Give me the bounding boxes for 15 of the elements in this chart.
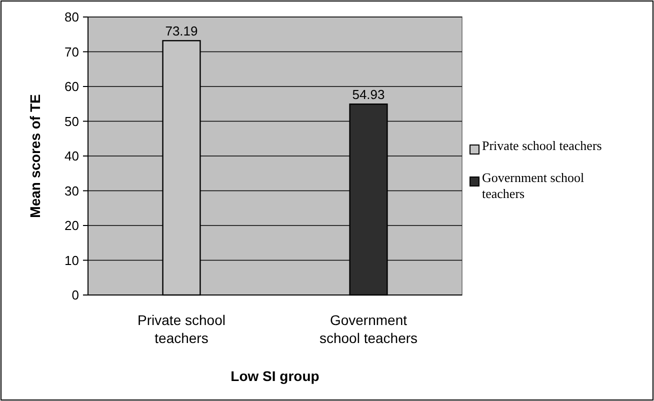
y-tick-label: 80 [64, 10, 79, 25]
y-tick-label: 0 [72, 288, 79, 303]
y-tick-label: 70 [64, 44, 79, 60]
y-axis-title: Mean scores of TE [27, 94, 43, 218]
y-tick-label: 50 [64, 114, 79, 129]
legend-label: Government school teachers [482, 170, 585, 201]
y-tick-label: 60 [64, 79, 79, 94]
y-tick-label: 40 [64, 148, 79, 164]
y-tick-label: 10 [64, 252, 79, 268]
x-axis-title: Low SI group [230, 368, 320, 384]
data-label: 73.19 [165, 24, 198, 39]
y-tick-label: 20 [64, 218, 79, 234]
y-tick-label: 30 [64, 183, 79, 198]
legend-label: Private school teachers [482, 138, 602, 153]
data-label: 54.93 [352, 87, 385, 102]
